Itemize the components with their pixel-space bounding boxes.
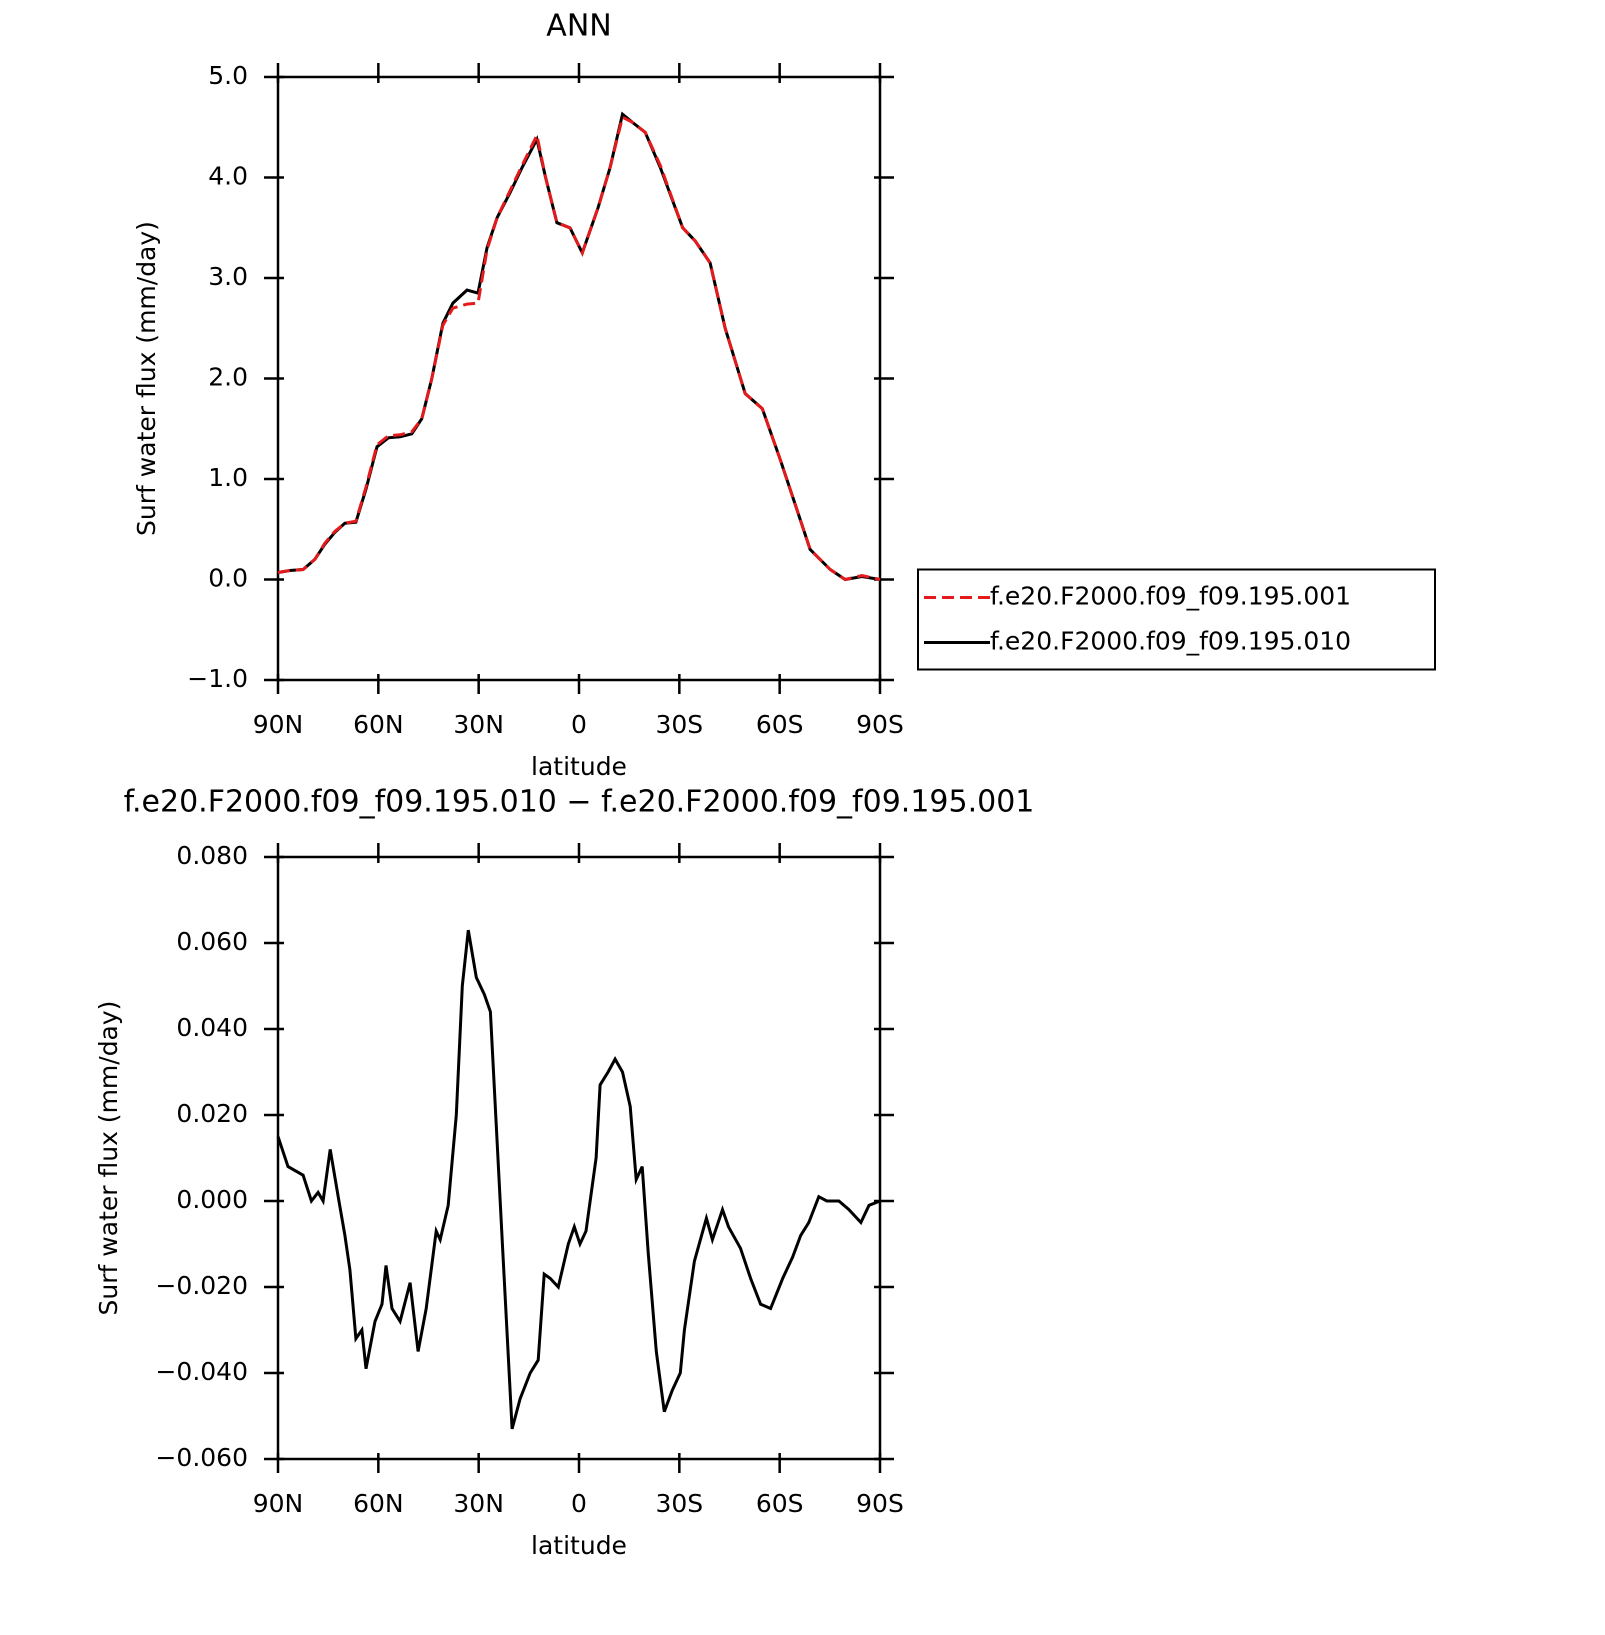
y-tick-label: 2.0 [208, 363, 248, 392]
y-tick-label: −0.020 [155, 1271, 248, 1300]
data-line [277, 114, 881, 582]
x-tick-label: 90S [856, 710, 904, 739]
y-tick-label: −0.060 [155, 1443, 248, 1472]
x-tick-label: 60N [353, 710, 404, 739]
y-tick-label: 0.060 [176, 927, 248, 956]
x-tick-label: 60N [353, 1489, 404, 1518]
x-axis-label: latitude [531, 1531, 627, 1560]
y-tick-label: 5.0 [208, 61, 248, 90]
x-tick-label: 90N [253, 1489, 304, 1518]
y-tick-label: 0.080 [176, 841, 248, 870]
y-tick-label: −0.040 [155, 1357, 248, 1386]
chart-title: ANN [546, 9, 611, 44]
legend-label: f.e20.F2000.f09_f09.195.010 [990, 627, 1351, 656]
y-tick-label: −1.0 [187, 664, 248, 693]
x-tick-label: 0 [571, 710, 587, 739]
plot-frame [276, 855, 882, 1461]
plot-frame [276, 75, 882, 682]
x-tick-label: 60S [756, 1489, 804, 1518]
chart-title: f.e20.F2000.f09_f09.195.010 − f.e20.F200… [124, 785, 1035, 820]
data-line [276, 929, 881, 1430]
x-tick-label: 30S [655, 1489, 703, 1518]
legend-box [917, 568, 1436, 671]
x-tick-label: 60S [756, 710, 804, 739]
x-tick-label: 30S [655, 710, 703, 739]
x-tick-label: 30N [453, 1489, 504, 1518]
x-axis-label: latitude [531, 752, 627, 781]
y-tick-label: 4.0 [208, 162, 248, 191]
x-tick-label: 90N [253, 710, 304, 739]
y-tick-label: 1.0 [208, 463, 248, 492]
y-axis-label: Surf water flux (mm/day) [132, 221, 161, 536]
data-line [277, 111, 881, 582]
y-tick-label: 0.000 [176, 1185, 248, 1214]
x-tick-label: 30N [453, 710, 504, 739]
y-tick-label: 3.0 [208, 262, 248, 291]
y-tick-label: 0.020 [176, 1099, 248, 1128]
legend-label: f.e20.F2000.f09_f09.195.001 [990, 582, 1351, 611]
x-tick-label: 90S [856, 1489, 904, 1518]
y-tick-label: 0.040 [176, 1013, 248, 1042]
y-axis-label: Surf water flux (mm/day) [94, 1001, 123, 1316]
x-tick-label: 0 [571, 1489, 587, 1518]
y-tick-label: 0.0 [208, 564, 248, 593]
